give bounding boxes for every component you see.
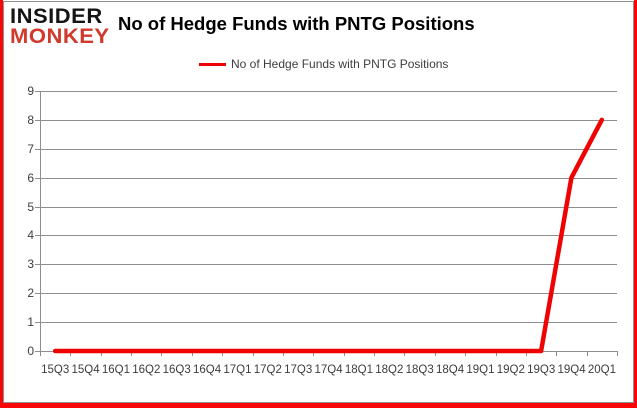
y-axis-label: 2: [27, 286, 34, 301]
logo-word-insider: INSIDER: [10, 4, 103, 28]
x-axis-label: 16Q3: [162, 364, 191, 376]
x-axis-label: 17Q4: [314, 364, 343, 376]
x-axis-label: 19Q4: [557, 364, 586, 376]
chart-legend: No of Hedge Funds with PNTG Positions: [199, 56, 448, 72]
x-axis-label: 16Q1: [101, 364, 130, 376]
chart-title: No of Hedge Funds with PNTG Positions: [118, 13, 475, 34]
y-axis-tick-labels: 0 1 2 3 4 5 6 7 8 9: [3, 85, 34, 357]
x-axis-label: 17Q2: [253, 364, 282, 376]
legend-line-swatch: [199, 62, 226, 66]
x-axis-label: 19Q1: [466, 364, 495, 376]
x-axis-label: 16Q4: [192, 364, 222, 376]
y-axis-label: 0: [27, 344, 34, 358]
x-axis-label: 18Q1: [344, 364, 373, 376]
x-axis-label: 18Q3: [405, 364, 434, 376]
x-axis-tick-labels: 15Q3 15Q4 16Q1 16Q2 16Q3 16Q4 17Q1 17Q2 17Q3 17Q4…: [40, 364, 617, 376]
x-axis-label: 17Q1: [223, 364, 252, 376]
y-axis-label: 6: [27, 170, 34, 185]
x-axis-label: 19Q3: [527, 364, 556, 376]
y-axis-label: 4: [27, 228, 34, 243]
y-axis-label: 8: [27, 112, 34, 127]
plot-area: [35, 91, 618, 356]
y-axis-label: 7: [27, 141, 34, 156]
x-axis-label: 20Q1: [587, 364, 616, 376]
series-line: [52, 117, 605, 354]
x-axis-label: 18Q4: [435, 364, 465, 376]
line-chart-canvas: [35, 91, 618, 356]
x-axis-label: 15Q4: [71, 364, 100, 376]
x-axis-label: 17Q3: [284, 364, 313, 376]
y-axis-label: 1: [27, 315, 34, 330]
x-axis-label: 19Q2: [496, 364, 525, 376]
y-axis-label: 5: [27, 199, 34, 214]
legend-label: No of Hedge Funds with PNTG Positions: [231, 57, 449, 71]
y-axis-label: 3: [27, 257, 34, 272]
x-axis-label: 15Q3: [41, 364, 70, 376]
x-axis-label: 16Q2: [132, 364, 161, 376]
y-axis-label: 9: [27, 84, 34, 98]
x-axis-label: 18Q2: [375, 364, 404, 376]
insider-monkey-logo: INSIDER MONKEY: [10, 6, 118, 48]
logo-word-monkey: MONKEY: [10, 24, 110, 48]
